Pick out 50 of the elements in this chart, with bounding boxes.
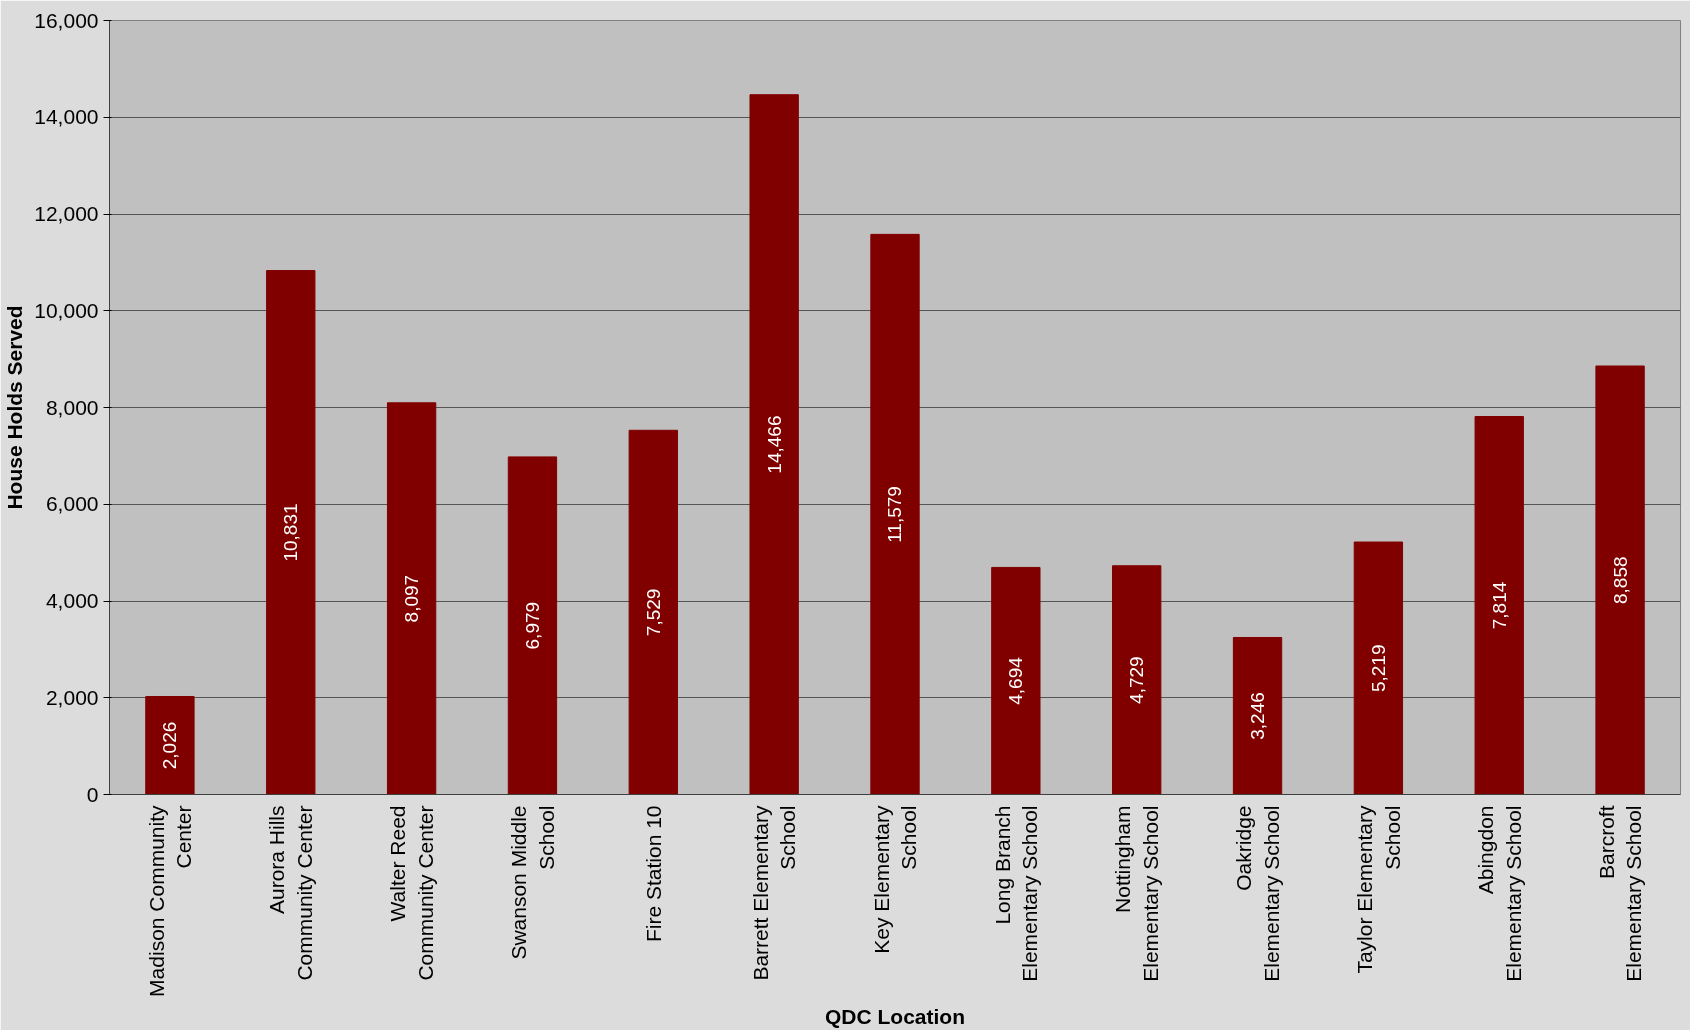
y-axis-title: House Holds Served	[3, 305, 27, 510]
bar	[749, 94, 799, 795]
x-tick-label: Walter Reed Community Center	[386, 805, 437, 981]
bar	[991, 566, 1041, 795]
y-tick-label: 14,000	[34, 105, 99, 129]
data-label: 8,858	[1609, 556, 1631, 605]
data-label: 3,246	[1247, 692, 1269, 740]
y-tick-label: 8,000	[45, 395, 99, 419]
data-label: 10,831	[280, 503, 302, 562]
x-tick-label: Long Branch Elementary School	[990, 805, 1042, 982]
data-label: 5,219	[1367, 644, 1389, 693]
y-tick-label: 16,000	[34, 8, 99, 32]
x-tick-label: Swanson Middle School	[507, 805, 558, 960]
bar	[870, 233, 920, 795]
y-tick-label: 0	[86, 782, 99, 806]
bar	[1232, 636, 1283, 795]
data-label: 8,097	[401, 574, 423, 623]
y-tick-label: 2,000	[45, 685, 99, 709]
data-label: 14,466	[763, 415, 785, 474]
y-tick-label: 4,000	[45, 589, 99, 612]
data-label: 7,529	[642, 588, 664, 637]
bar	[628, 429, 678, 795]
x-tick-label: Barcroft Elementary School	[1594, 805, 1646, 982]
data-label: 4,729	[1126, 656, 1148, 704]
bar	[1112, 565, 1162, 795]
bar	[507, 456, 558, 795]
x-tick-label: Fire Station 10	[641, 805, 665, 943]
data-label: 4,694	[1005, 656, 1027, 705]
data-label: 7,814	[1488, 581, 1510, 630]
x-tick-label: Barrett Elementary School	[748, 805, 800, 981]
x-axis-title: QDC Location	[825, 1004, 965, 1028]
data-label: 6,979	[521, 601, 543, 650]
x-tick-label: Taylor Elementary School	[1353, 805, 1404, 974]
bar	[266, 270, 316, 795]
x-tick-label: Abingdon Elementary School	[1473, 805, 1525, 982]
bar	[1595, 365, 1645, 795]
x-tick-label: Key Elementary School	[869, 805, 921, 954]
bar	[1353, 541, 1404, 795]
x-tick-label: Madison Community Center	[144, 805, 196, 997]
y-tick-label: 12,000	[34, 202, 99, 225]
x-tick-label: Nottingham Elementary School	[1111, 805, 1162, 982]
y-tick-label: 6,000	[45, 492, 99, 516]
bar	[386, 402, 437, 795]
data-label: 2,026	[159, 721, 181, 770]
bar	[145, 695, 195, 795]
data-label: 11,579	[884, 486, 906, 543]
x-tick-label: Oakridge Elementary School	[1232, 805, 1283, 982]
bar	[1474, 416, 1524, 795]
x-tick-label: Aurora Hills Community Center	[265, 805, 317, 981]
y-tick-label: 10,000	[34, 298, 99, 322]
